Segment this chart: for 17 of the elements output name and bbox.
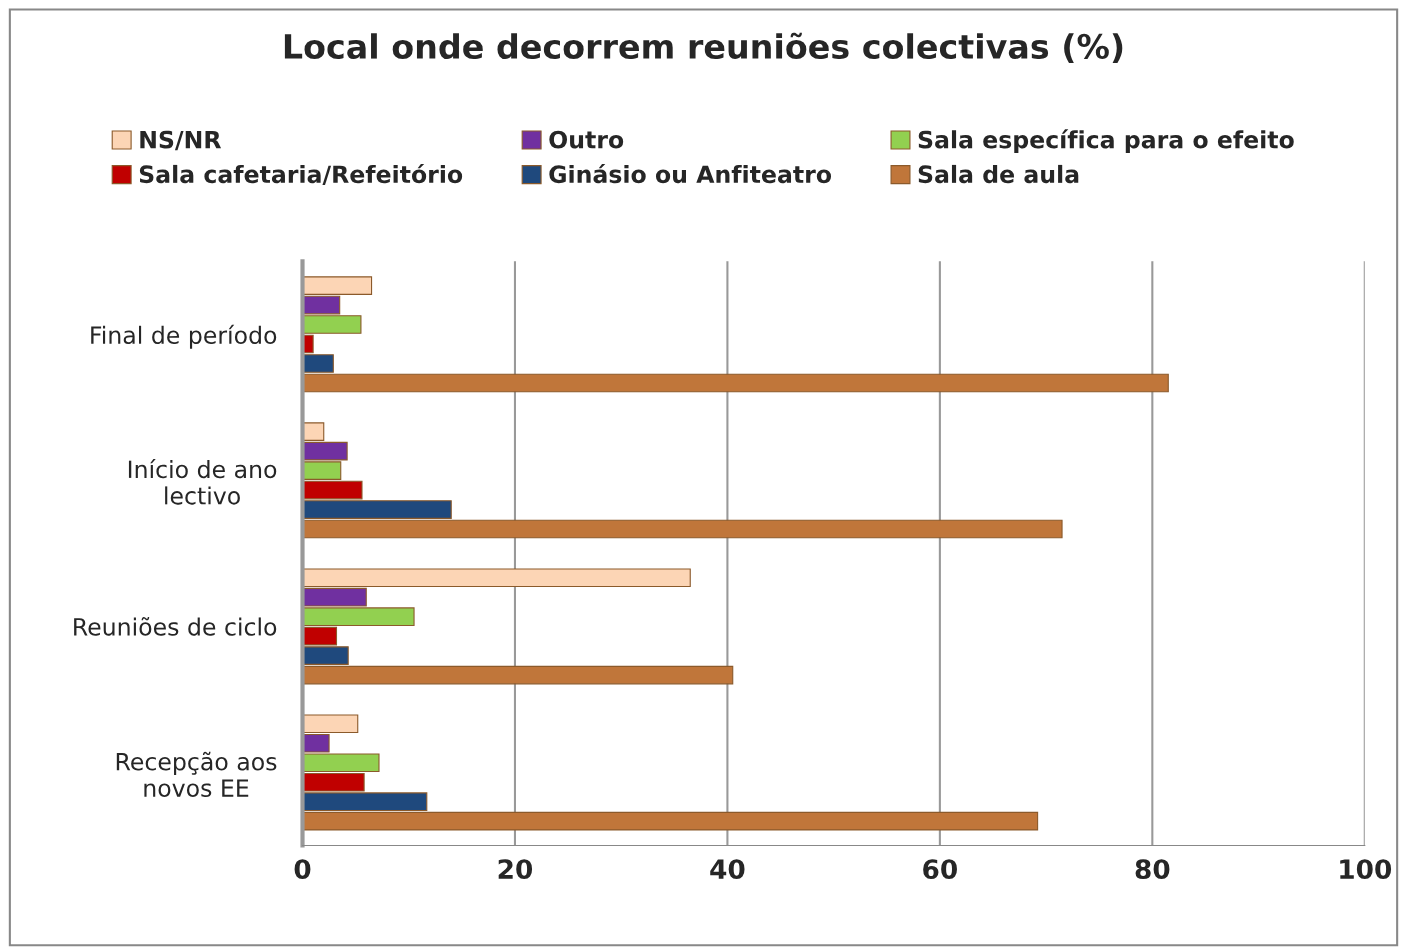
legend-label: Sala cafetaria/Refeitório (139, 163, 463, 186)
x-tick-label: 80 (1135, 859, 1170, 880)
legend-label: Sala de aula (918, 164, 1079, 184)
x-tick-label: 60 (923, 859, 957, 880)
x-tick-label: 0 (294, 859, 311, 880)
y-tick-label: Recepção aos novos EE (116, 751, 277, 797)
legend-label: Outro (549, 130, 624, 149)
legend-label: NS/NR (140, 130, 222, 151)
legend-label: Ginásio ou Anfiteatro (549, 163, 832, 184)
y-tick-label: Início de ano lectivo (128, 459, 277, 505)
chart-title: Local onde decorrem reuniões colectivas (%) (284, 32, 1123, 63)
y-tick-label: Final de período (91, 324, 277, 349)
x-tick-label: 20 (498, 859, 533, 880)
x-tick-label: 40 (710, 859, 745, 880)
y-tick-label: Reuniões de ciclo (74, 617, 277, 636)
x-tick-label: 100 (1340, 859, 1392, 880)
legend-label: Sala específica para o efeito (918, 129, 1294, 154)
